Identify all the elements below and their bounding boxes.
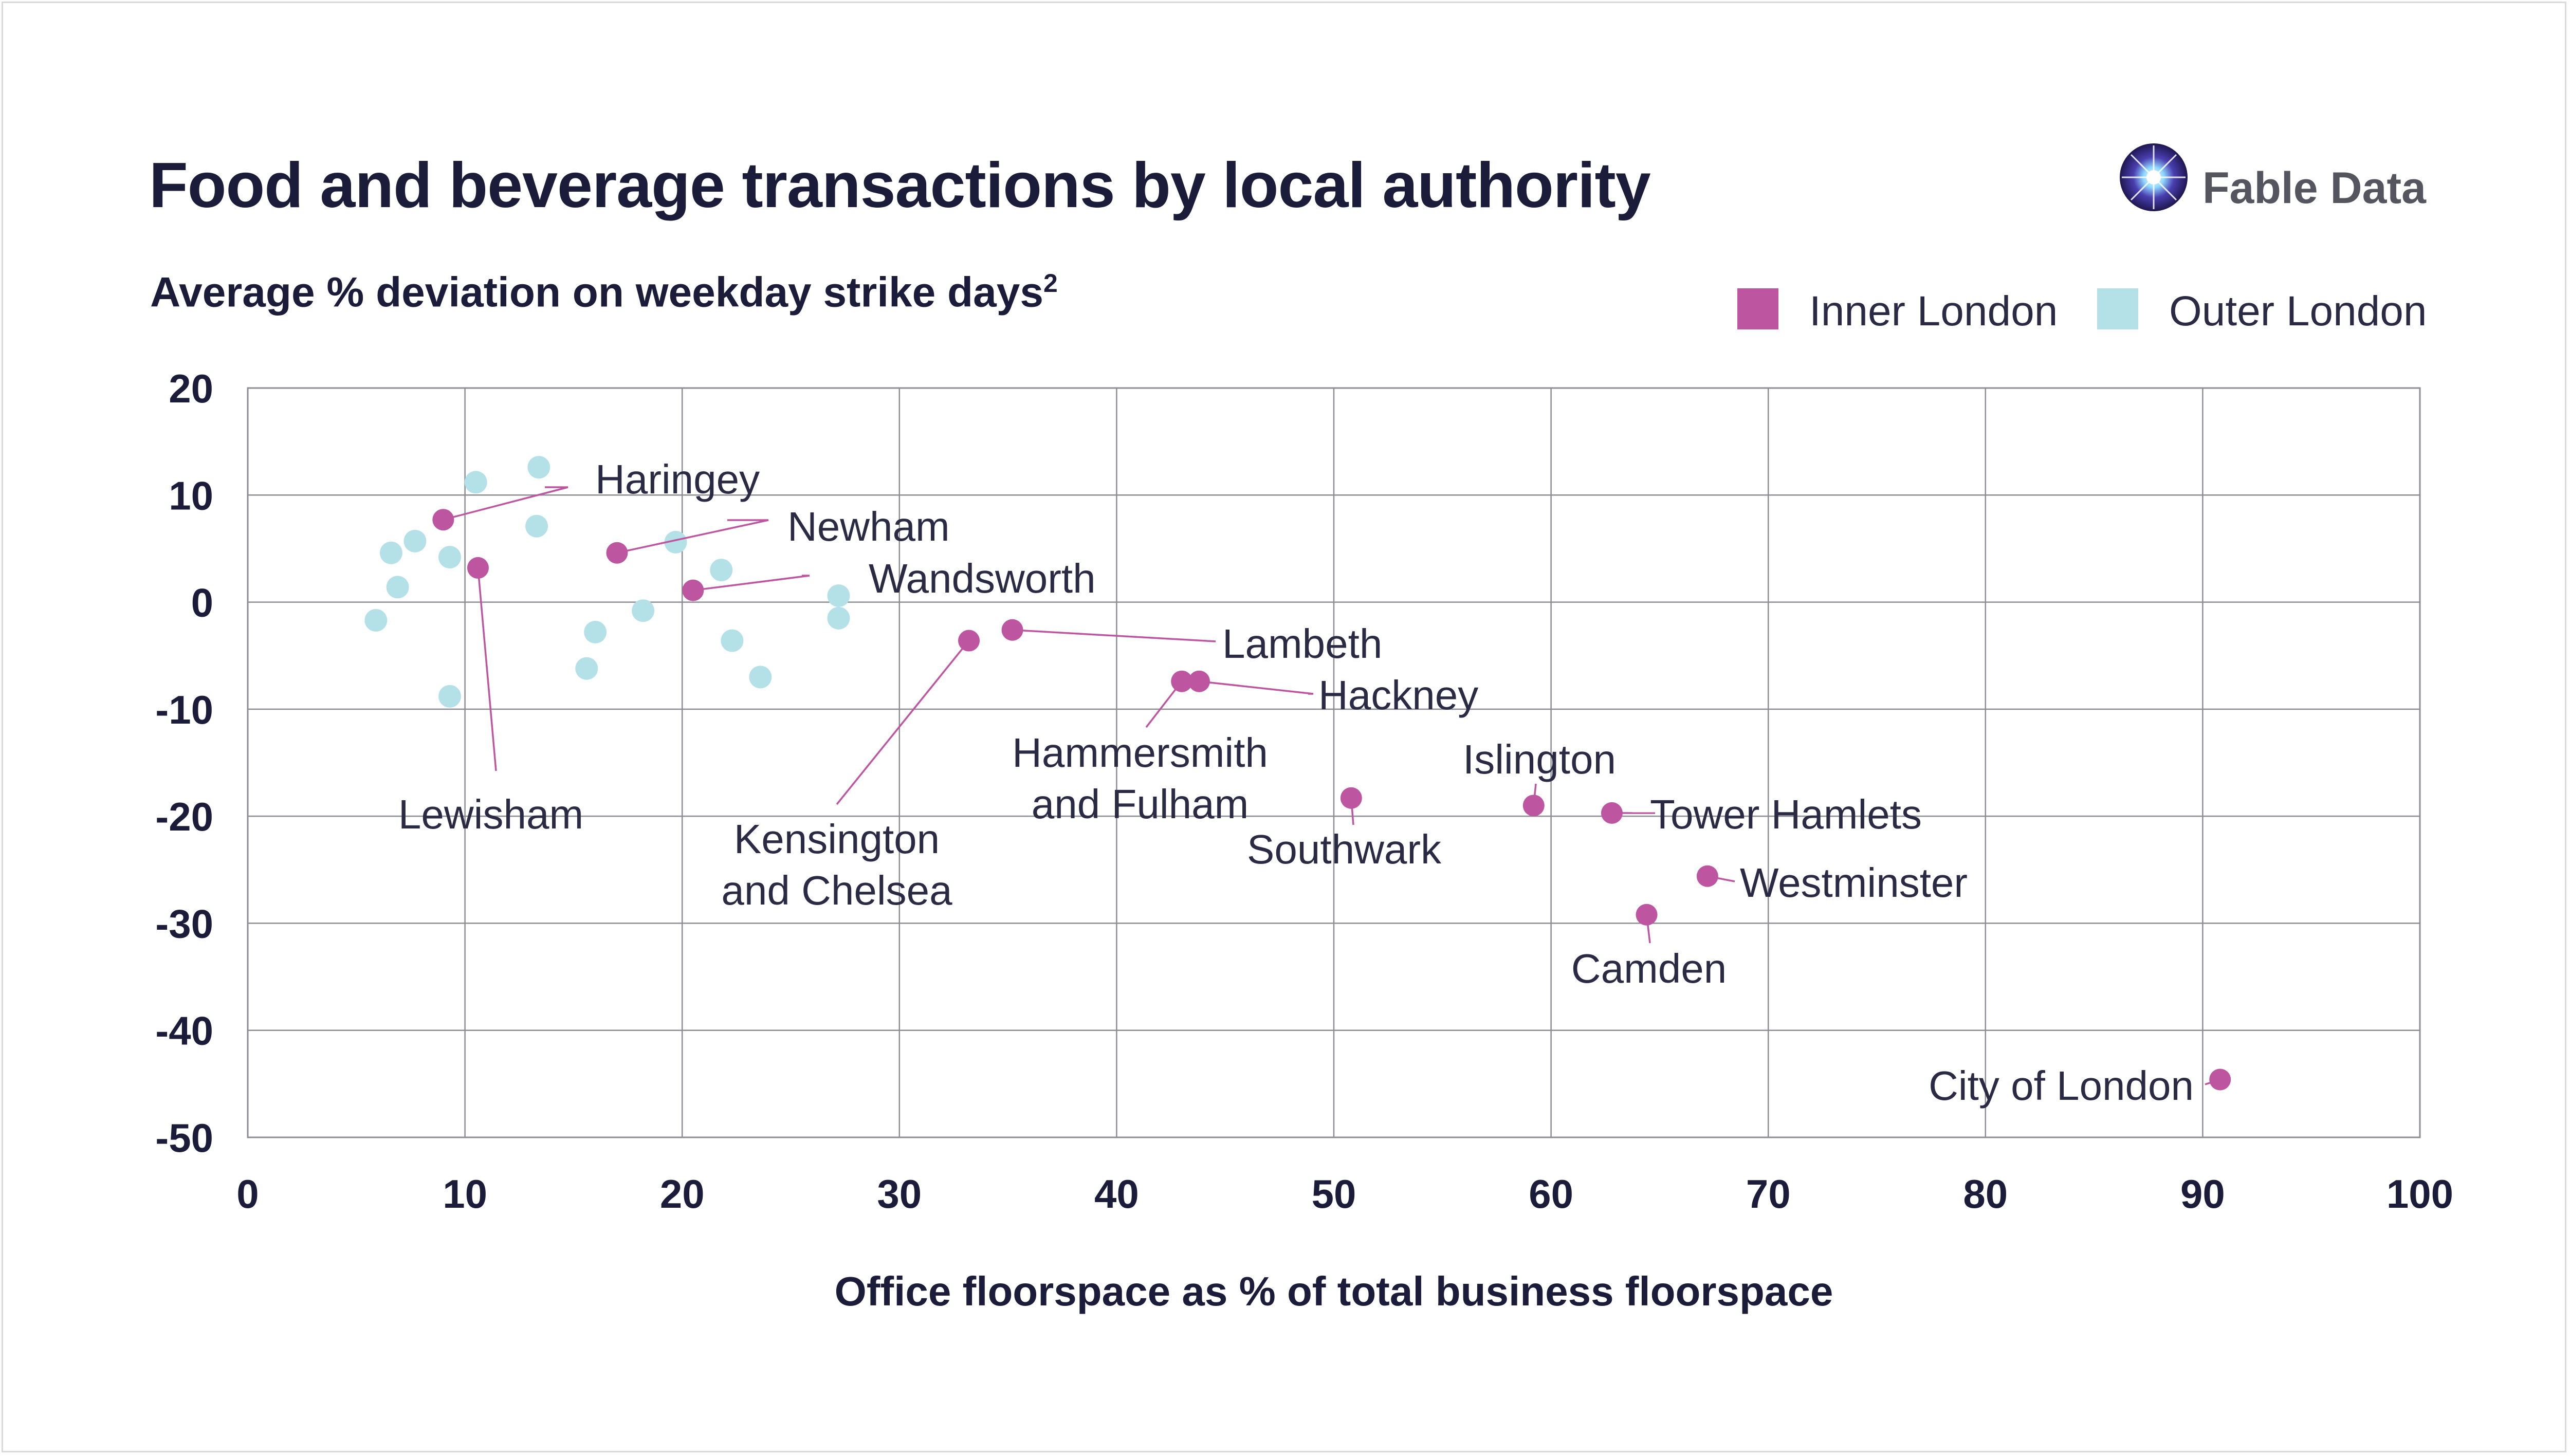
leader-line: [617, 519, 769, 554]
inner-london-point: [1171, 670, 1193, 692]
footnote-marker: 2: [1043, 269, 1058, 298]
inner-london-point: [682, 579, 704, 601]
inner-london-point: [2209, 1068, 2231, 1091]
point-label: Newham: [787, 504, 950, 549]
starburst-logo-icon: [2120, 143, 2188, 211]
x-tick-label: 60: [1529, 1171, 1573, 1217]
point-label: Lewisham: [398, 791, 583, 837]
leader-line: [836, 640, 970, 805]
outer-london-point: [386, 576, 409, 599]
point-label: City of London: [1929, 1063, 2194, 1109]
x-tick-label: 10: [443, 1171, 487, 1217]
x-tick-label: 80: [1963, 1171, 2008, 1217]
outer-london-point: [403, 529, 427, 552]
inner-london-point: [432, 509, 454, 531]
y-tick-label: -30: [155, 901, 213, 946]
outer-london-point: [379, 541, 402, 564]
inner-london-point: [1522, 795, 1545, 817]
x-tick-label: 0: [236, 1171, 259, 1217]
y-tick-label: -20: [155, 794, 213, 839]
point-label: Tower Hamlets: [1650, 791, 1922, 837]
outer-london-point: [438, 546, 462, 569]
outer-london-point: [632, 599, 655, 622]
point-label: Camden: [1571, 946, 1727, 991]
x-tick-label: 90: [2180, 1171, 2225, 1217]
x-tick-label: 30: [877, 1171, 922, 1217]
inner-london-point: [1696, 865, 1718, 887]
x-axis-title: Office floorspace as % of total business…: [835, 1268, 1833, 1314]
legend-label-outer: Outer London: [2169, 288, 2427, 335]
outer-london-point: [664, 530, 687, 554]
inner-london-point: [1001, 619, 1023, 641]
point-label: Kensington: [734, 816, 940, 862]
point-label: Hammersmith: [1012, 730, 1268, 776]
outer-london-point: [575, 657, 598, 680]
outer-london-point: [464, 471, 487, 494]
subtitle-text: Average % deviation on weekday strike da…: [150, 269, 1043, 316]
outer-london-point: [721, 629, 744, 652]
point-label: Wandsworth: [869, 556, 1096, 601]
x-tick-label: 70: [1746, 1171, 1791, 1217]
outer-london-point: [827, 584, 850, 607]
leader-line: [477, 567, 497, 771]
inner-london-point: [1188, 670, 1210, 692]
point-label: and Fulham: [1032, 781, 1249, 827]
x-tick-label: 40: [1094, 1171, 1139, 1217]
outer-london-point: [584, 620, 607, 643]
outer-london-point: [710, 559, 733, 582]
chart-subtitle: Average % deviation on weekday strike da…: [150, 268, 1058, 317]
x-tick-label: 20: [660, 1171, 705, 1217]
leader-line: [693, 575, 810, 592]
inner-london-point: [467, 557, 489, 579]
outer-london-point: [364, 609, 388, 632]
leader-line: [443, 486, 568, 521]
legend-swatch-inner: [1737, 288, 1778, 329]
outer-london-point: [527, 456, 550, 479]
inner-london-point: [606, 542, 628, 564]
y-tick-label: -10: [155, 687, 213, 732]
inner-london-point: [1601, 802, 1623, 824]
outer-london-point: [749, 666, 772, 689]
outer-london-point: [525, 514, 548, 538]
point-label: and Chelsea: [721, 868, 952, 913]
x-tick-label: 50: [1312, 1171, 1356, 1217]
brand-name: Fable Data: [2202, 163, 2426, 213]
y-tick-label: -50: [155, 1115, 213, 1160]
leader-line: [1199, 680, 1314, 695]
legend-label-inner: Inner London: [1809, 288, 2058, 335]
y-tick-label: 0: [191, 580, 213, 625]
chart-title: Food and beverage transactions by local …: [149, 150, 1651, 221]
legend-swatch-outer: [2097, 288, 2138, 329]
y-tick-label: 20: [169, 366, 213, 411]
y-tick-label: -40: [155, 1008, 213, 1054]
point-label: Southwark: [1247, 826, 1442, 872]
inner-london-point: [1340, 787, 1362, 809]
inner-london-point: [1636, 904, 1658, 926]
outer-london-point: [438, 685, 462, 708]
leader-line: [1012, 629, 1216, 642]
y-tick-label: 10: [169, 473, 213, 518]
point-label: Haringey: [595, 456, 760, 502]
point-label: Hackney: [1318, 672, 1478, 718]
point-label: Lambeth: [1222, 621, 1382, 667]
outer-london-point: [827, 606, 850, 630]
point-label: Westminster: [1740, 860, 1968, 906]
x-tick-label: 100: [2387, 1171, 2453, 1217]
inner-london-point: [958, 630, 980, 652]
point-label: Islington: [1463, 736, 1616, 782]
